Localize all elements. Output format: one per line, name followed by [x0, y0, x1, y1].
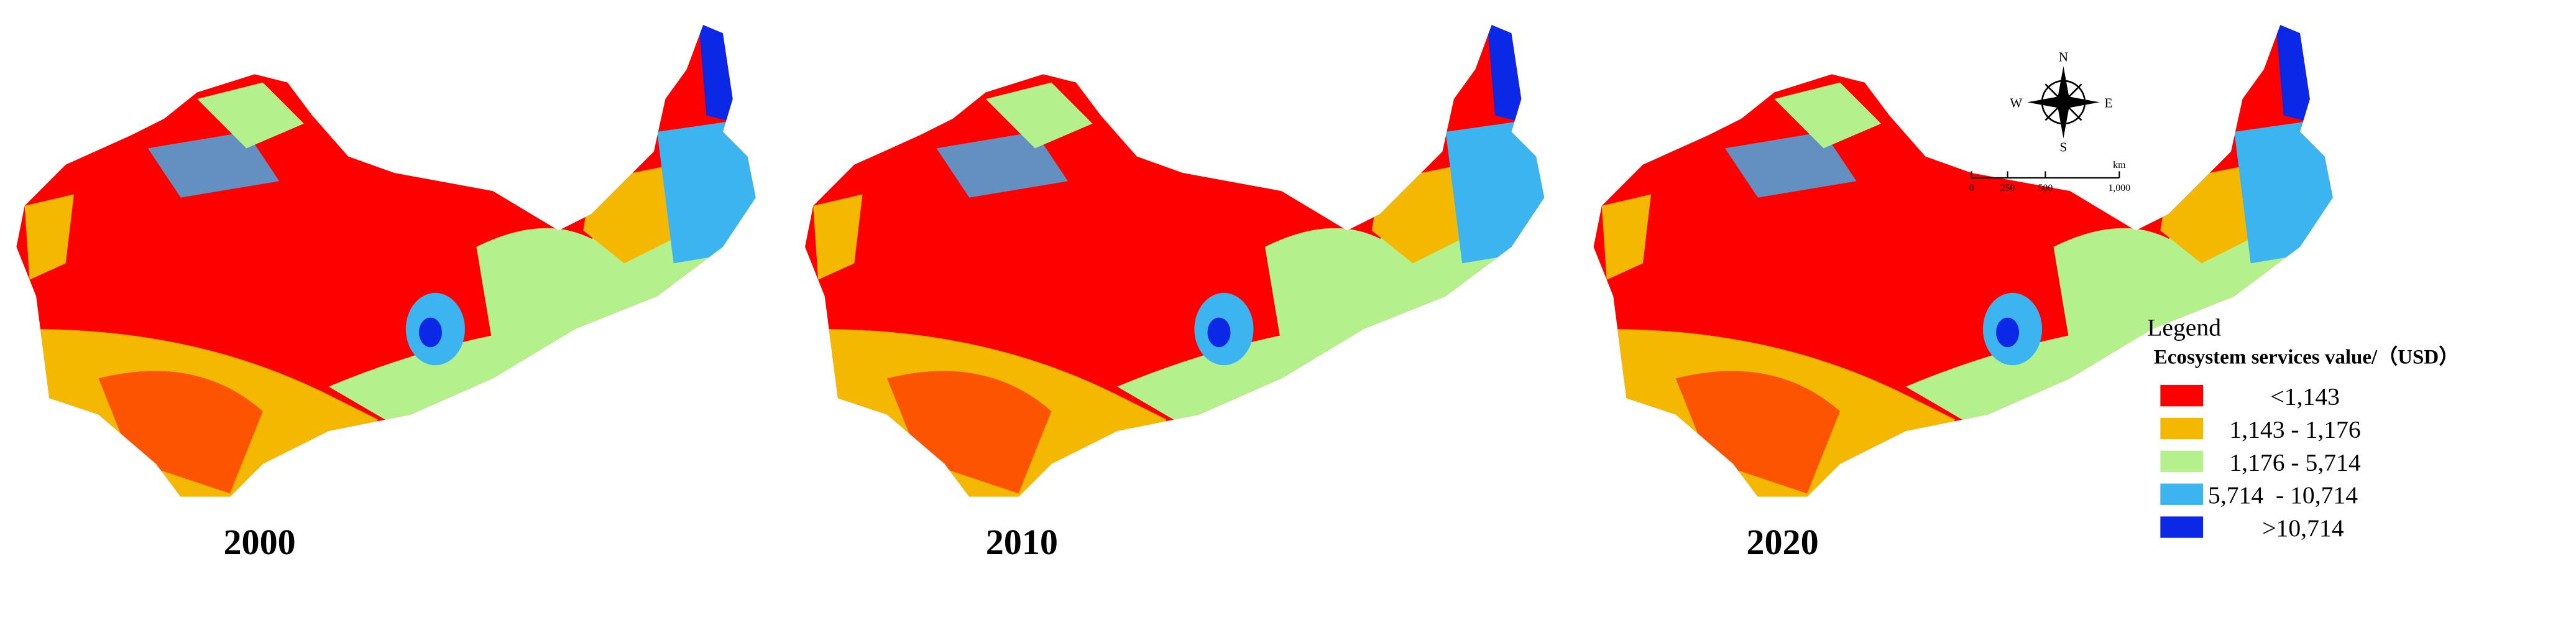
- legend-label: <1,143: [2270, 383, 2340, 411]
- year-label: 2010: [986, 522, 1058, 562]
- legend-heading: Legend: [2147, 314, 2221, 341]
- scale-label: 500: [2038, 183, 2053, 193]
- legend-title: Ecosystem services value/（USD）: [2154, 346, 2460, 369]
- scale-bar: 0 250 500 1,000 km: [1969, 160, 2130, 193]
- legend-swatch: [2160, 450, 2204, 472]
- year-label: 2000: [223, 522, 295, 562]
- legend-swatch: [2160, 384, 2204, 407]
- legend-swatch: [2160, 417, 2204, 440]
- legend-swatch: [2160, 483, 2204, 505]
- legend-swatch: [2160, 516, 2204, 538]
- scale-label: 0: [1969, 183, 1974, 193]
- legend-label: 1,176 - 5,714: [2229, 448, 2361, 476]
- compass: N S W E: [2010, 49, 2112, 154]
- compass-e: E: [2105, 95, 2113, 110]
- map-2020: [1577, 1, 2349, 527]
- legend-label: >10,714: [2262, 514, 2344, 542]
- scale-label: 250: [2000, 183, 2015, 193]
- scale-unit: km: [2113, 160, 2126, 170]
- legend-label: 5,714 - 10,714: [2208, 481, 2358, 509]
- legend: Legend Ecosystem services value/（USD） <1…: [2147, 314, 2459, 542]
- map-2000: [0, 1, 772, 527]
- legend-label: 1,143 - 1,176: [2229, 416, 2360, 443]
- year-label: 2020: [1746, 522, 1818, 562]
- scale-label: 1,000: [2108, 183, 2130, 193]
- map-2010: [789, 1, 1561, 527]
- compass-s: S: [2060, 140, 2068, 155]
- compass-w: W: [2010, 95, 2022, 110]
- compass-n: N: [2059, 49, 2068, 64]
